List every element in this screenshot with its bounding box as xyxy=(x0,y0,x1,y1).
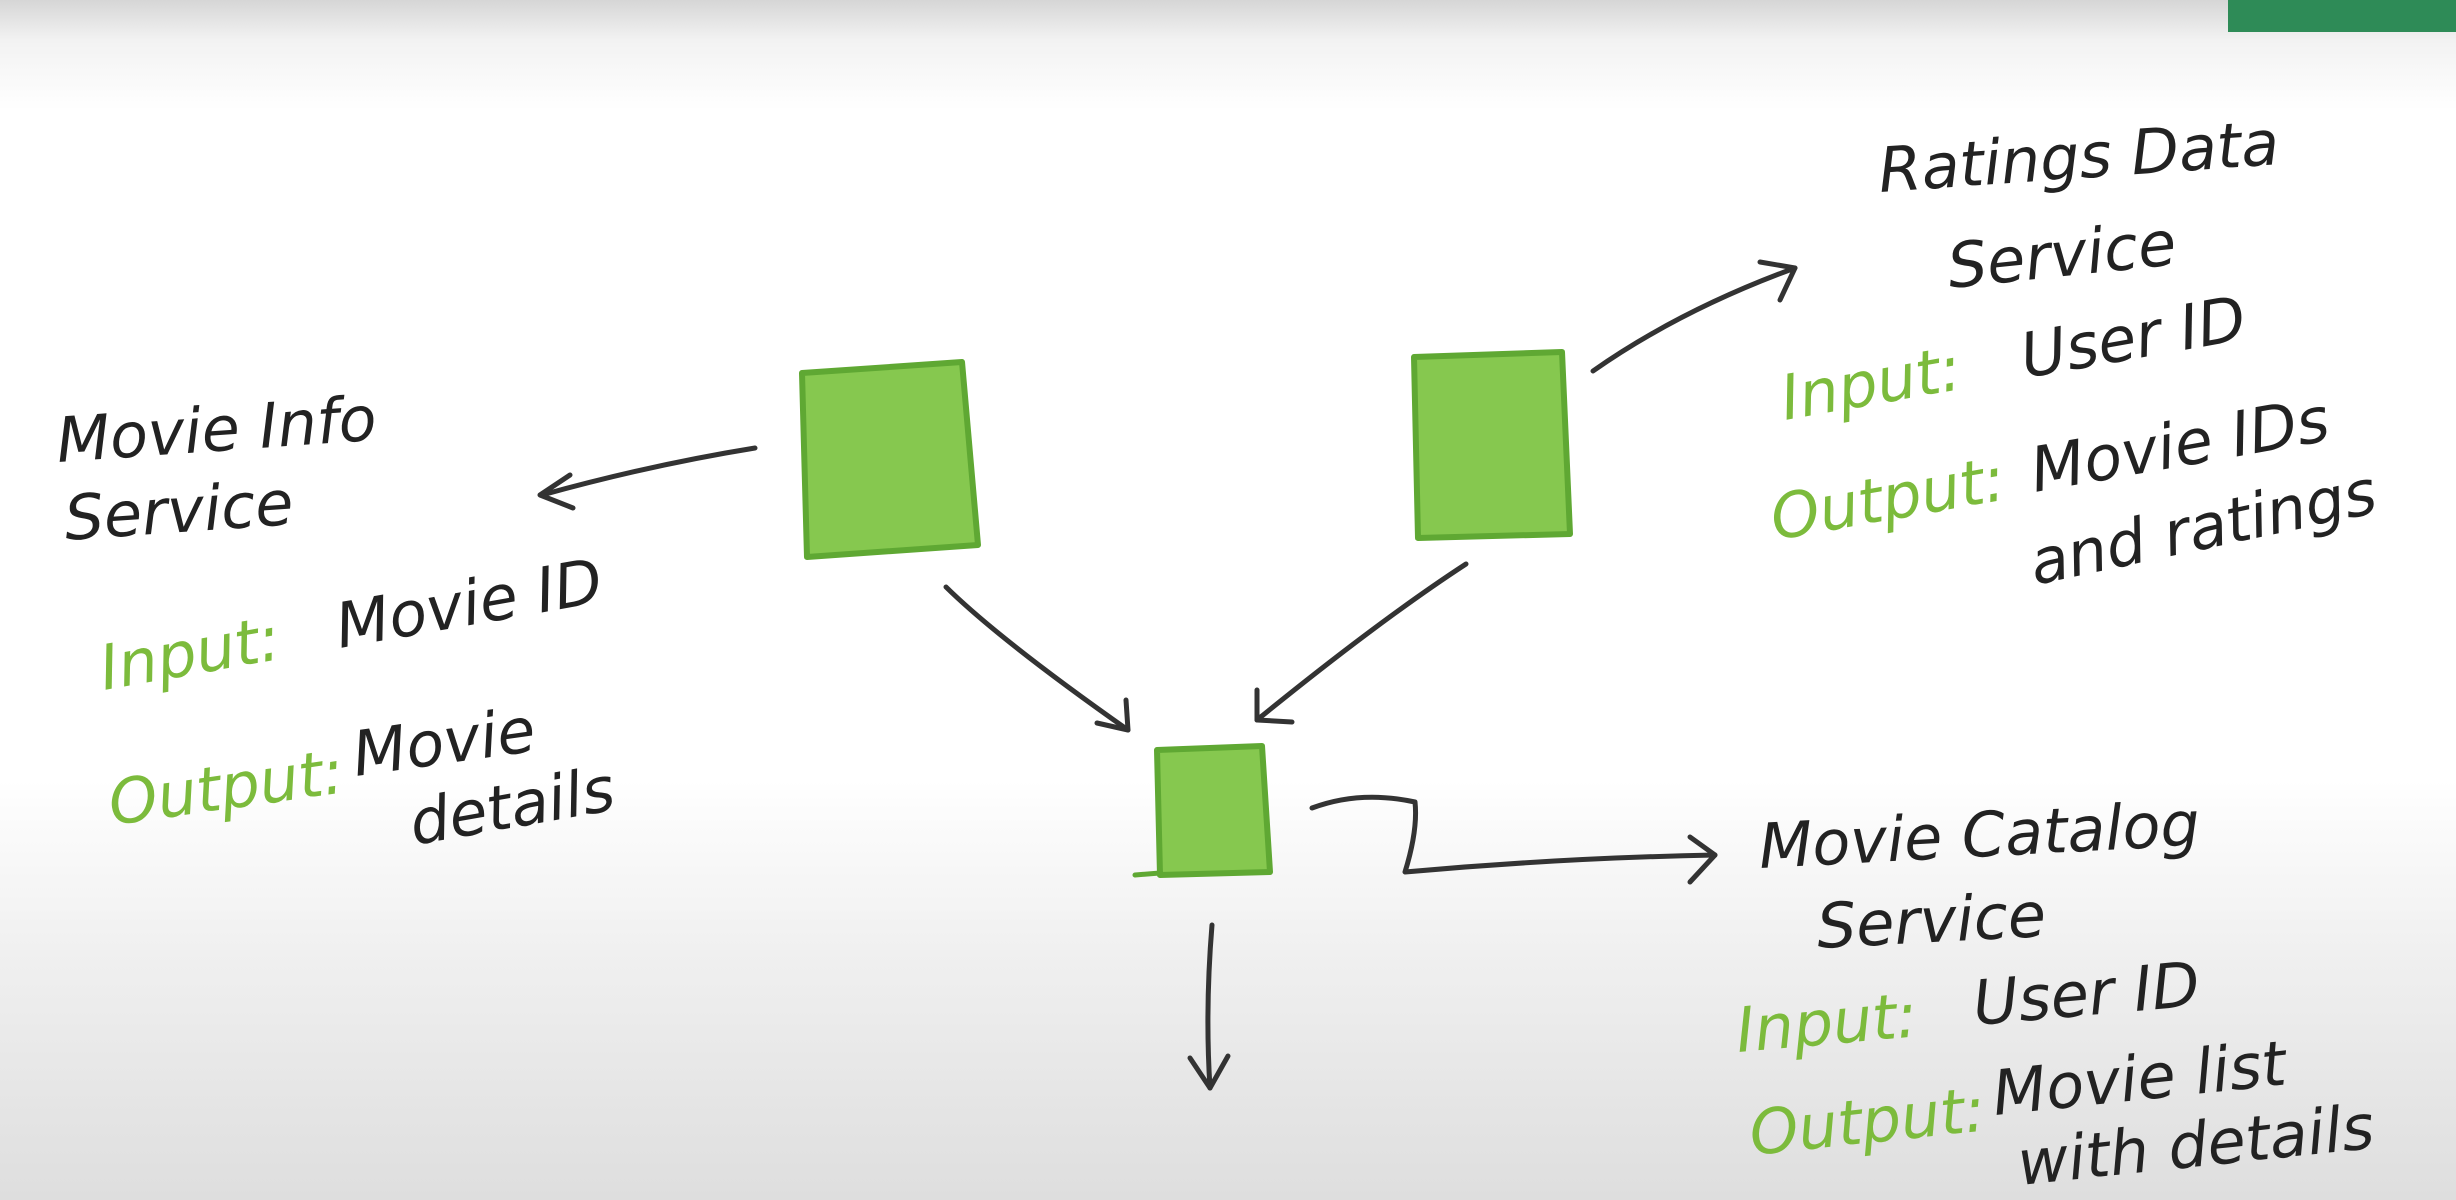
movie-info-input-value: Movie ID xyxy=(330,544,608,663)
ratings-input-value: User ID xyxy=(2015,281,2251,392)
movie-info-input-label: Input: xyxy=(94,601,285,704)
movie-catalog-service-box xyxy=(1154,743,1273,878)
ratings-output-label: Output: xyxy=(1765,442,2010,555)
movie-info-title-line1: Movie Info xyxy=(54,382,379,477)
arrow-info-to-catalog xyxy=(943,584,1131,733)
arrow-to-movie-catalog xyxy=(1309,794,1718,885)
ratings-title-line1: Ratings Data xyxy=(1876,106,2281,207)
catalog-title-line2: Service xyxy=(1815,878,2048,963)
movie-catalog-service-label: Movie Catalog Service Input: User ID Out… xyxy=(1733,787,2377,1200)
arrow-ratings-to-catalog xyxy=(1254,561,1469,725)
movie-info-service-label: Movie Info Service Input: Movie ID Outpu… xyxy=(54,382,620,860)
arrow-down-output xyxy=(1187,922,1231,1091)
catalog-input-value: User ID xyxy=(1970,947,2203,1040)
catalog-title-line1: Movie Catalog xyxy=(1757,787,2202,883)
arrow-to-movie-info xyxy=(537,445,758,511)
movie-info-output-label: Output: xyxy=(104,735,348,840)
ratings-data-service-box xyxy=(1411,349,1573,541)
catalog-input-label: Input: xyxy=(1733,978,1920,1067)
ratings-title-line2: Service xyxy=(1944,206,2180,303)
ratings-data-service-label: Ratings Data Service Input: User ID Outp… xyxy=(1765,106,2383,600)
ratings-input-label: Input: xyxy=(1775,331,1966,434)
movie-info-service-box xyxy=(799,359,981,560)
movie-info-title-line2: Service xyxy=(62,466,296,555)
arrow-to-ratings-data xyxy=(1590,259,1798,374)
corner-tab xyxy=(2228,0,2456,32)
catalog-output-label: Output: xyxy=(1746,1073,1989,1170)
